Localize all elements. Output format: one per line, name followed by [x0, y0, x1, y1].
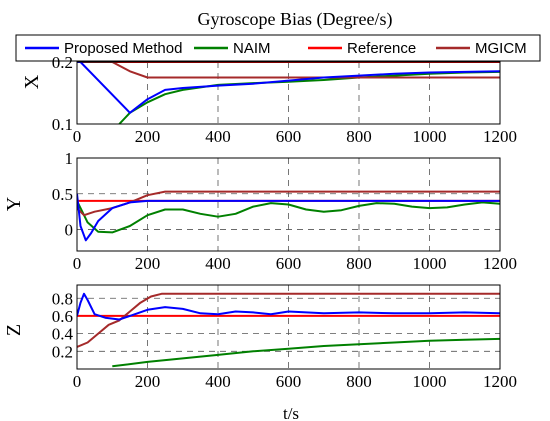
x-tick-label: 200: [135, 372, 161, 391]
x-tick-label: 1200: [483, 127, 517, 146]
x-tick-label: 800: [346, 254, 372, 273]
y-axis-label: Y: [3, 197, 25, 211]
series-group: [77, 62, 500, 124]
axes-frame: [76, 284, 501, 370]
y-tick-label: 1: [65, 149, 74, 168]
legend-label-reference: Reference: [347, 40, 416, 57]
axes-frame: [76, 61, 501, 125]
y-tick-label: 0.1: [52, 115, 73, 134]
x-tick-label: 600: [276, 127, 302, 146]
legend-label-mgicm: MGICM: [475, 40, 527, 57]
x-tick-label: 600: [276, 372, 302, 391]
x-tick-label: 0: [73, 254, 82, 273]
y-tick-label: 0.5: [52, 185, 73, 204]
panel-z: 0 200 400 600 800 1000 1200 0.20.40.60.8 Z: [3, 284, 517, 391]
legend-label-naim: NAIM: [233, 40, 271, 57]
y-axis-label: Z: [3, 324, 25, 336]
x-tick-label: 0: [73, 127, 82, 146]
x-tick-label: 1000: [413, 372, 447, 391]
chart-title: Gyroscope Bias (Degree/s): [198, 9, 393, 30]
x-tick-label: 400: [205, 372, 231, 391]
series-naim: [112, 337, 500, 368]
series-group: [77, 292, 500, 368]
y-tick-label: 0.2: [52, 53, 73, 72]
series-mgicm: [77, 292, 500, 348]
x-tick-label: 800: [346, 127, 372, 146]
legend: Proposed Method NAIM Reference MGICM: [15, 34, 541, 62]
x-tick-label: 1200: [483, 254, 517, 273]
legend-label-proposed-method: Proposed Method: [64, 40, 182, 57]
y-tick-label: 0: [65, 221, 74, 240]
series-mgicm: [77, 62, 500, 79]
x-tick-label: 800: [346, 372, 372, 391]
x-tick-label: 400: [205, 127, 231, 146]
y-tick-label: 0.6: [52, 307, 73, 326]
series-group: [77, 190, 500, 242]
x-tick-label: 1000: [413, 254, 447, 273]
x-tick-label: 400: [205, 254, 231, 273]
series-naim: [77, 200, 500, 234]
y-axis-label: X: [21, 74, 43, 89]
y-tick-label: 0.4: [52, 325, 74, 344]
series-proposed-method: [77, 292, 500, 321]
series-proposed-method: [77, 62, 500, 114]
panel-x: 0 200 400 600 800 1000 1200 0.1 0.2 X: [21, 53, 517, 146]
x-tick-label: 1200: [483, 372, 517, 391]
x-tick-label: 600: [276, 254, 302, 273]
axes-frame: [76, 157, 501, 252]
x-tick-label: 200: [135, 254, 161, 273]
panel-y: 0 200 400 600 800 1000 1200 0 0.5 1 Y: [3, 149, 517, 273]
plot-area: [77, 62, 500, 124]
x-tick-label: 0: [73, 372, 82, 391]
y-tick-label: 0.8: [52, 289, 73, 308]
series-proposed-method: [77, 193, 500, 242]
y-tick-label: 0.2: [52, 342, 73, 361]
x-tick-label: 200: [135, 127, 161, 146]
x-axis-label: t/s: [283, 404, 299, 421]
x-tick-label: 1000: [413, 127, 447, 146]
